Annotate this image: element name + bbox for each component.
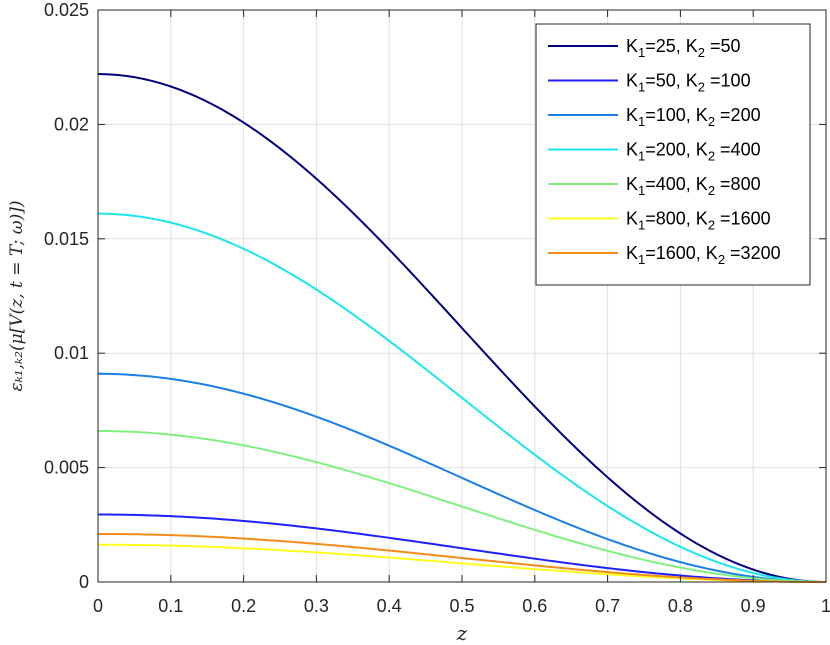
legend-entry: K1=800, K2 =1600 <box>626 209 771 233</box>
y-tick-label: 0.01 <box>54 343 89 363</box>
series-line <box>97 212 827 583</box>
series-line <box>97 73 827 583</box>
legend-entry: K1=100, K2 =200 <box>626 105 761 129</box>
x-axis-label: z <box>456 621 468 645</box>
x-tick-label: 0.5 <box>449 596 474 616</box>
legend-entry: K1=400, K2 =800 <box>626 174 761 198</box>
legend: K1=25, K2 =50 K1=50, K2 =100 K1=100, K2 =2… <box>535 23 811 286</box>
x-tick-label: 0.7 <box>595 596 620 616</box>
x-tick-label: 0.4 <box>377 596 402 616</box>
x-tick-label: 0.1 <box>158 596 183 616</box>
tick-labels: 0 0.1 0.2 0.3 0.4 0.5 0.6 0.7 0.8 0.9 1 0 0.005 0.01 0… <box>44 0 830 616</box>
series-line <box>97 429 827 583</box>
y-tick-label: 0.005 <box>44 458 89 478</box>
legend-entry: K1=1600, K2 =3200 <box>626 243 781 267</box>
legend-entry: K1=200, K2 =400 <box>626 140 761 164</box>
series-curves <box>97 73 827 583</box>
series-line <box>97 513 826 583</box>
y-tick-label: 0.02 <box>54 114 89 134</box>
x-tick-label: 1 <box>821 596 830 616</box>
axis-ticks <box>97 9 827 583</box>
y-tick-label: 0 <box>79 572 89 592</box>
legend-entry: K1=25, K2 =50 <box>626 36 741 60</box>
x-tick-label: 0.6 <box>522 596 547 616</box>
x-tick-label: 0.8 <box>668 596 693 616</box>
x-tick-label: 0 <box>93 596 103 616</box>
series-line <box>97 372 827 583</box>
legend-entry: K1=50, K2 =100 <box>626 71 751 95</box>
legend-box <box>535 23 811 286</box>
y-tick-label: 0.015 <box>44 229 89 249</box>
y-tick-label: 0.025 <box>44 0 89 20</box>
series-line <box>98 532 826 583</box>
x-tick-label: 0.2 <box>231 596 256 616</box>
x-tick-label: 0.3 <box>304 596 329 616</box>
y-axis-label: εₖ₁,ₖ₂(μ[V(z, t = T; ω)]) <box>7 200 27 391</box>
x-tick-label: 0.9 <box>741 596 766 616</box>
